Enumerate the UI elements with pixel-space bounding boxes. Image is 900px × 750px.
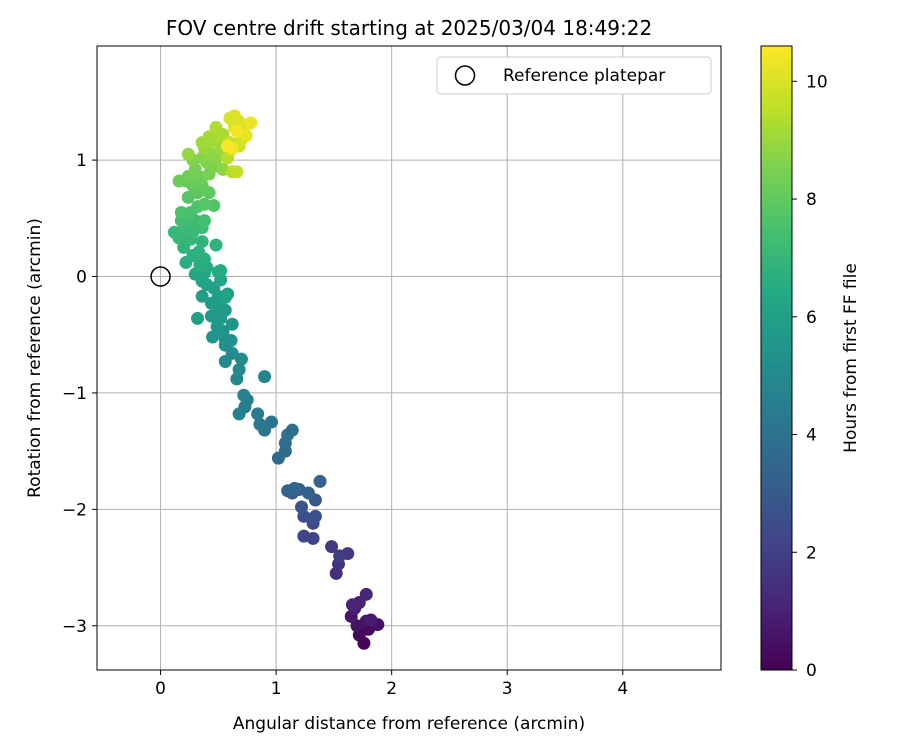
scatter-point — [230, 124, 244, 138]
scatter-point — [253, 417, 267, 431]
x-tick-label: 1 — [271, 679, 282, 699]
scatter-point — [192, 245, 206, 259]
y-axis-label: Rotation from reference (arcmin) — [25, 218, 45, 498]
scatter-point — [181, 147, 195, 161]
y-axis-ticks: −3 −2 −1 0 1 — [62, 151, 97, 637]
scatter-point — [237, 388, 251, 402]
scatter-point — [288, 481, 302, 495]
scatter-point — [313, 474, 327, 488]
y-tick-label: −3 — [62, 617, 87, 637]
scatter-point — [221, 139, 235, 153]
scatter-point — [281, 428, 295, 442]
x-axis-label: Angular distance from reference (arcmin) — [233, 714, 585, 734]
scatter-point — [364, 613, 378, 627]
scatter-point — [297, 529, 311, 543]
scatter-point — [359, 587, 373, 601]
y-tick-label: −2 — [62, 500, 87, 520]
colorbar-tick-label: 10 — [806, 72, 828, 92]
scatter-point — [224, 334, 238, 348]
scatter-point — [195, 289, 209, 303]
scatter-point — [295, 500, 309, 514]
colorbar-label: Hours from first FF file — [841, 263, 861, 453]
scatter-point — [197, 197, 211, 211]
scatter-point — [251, 407, 265, 421]
x-tick-label: 0 — [155, 679, 166, 699]
scatter-point — [225, 317, 239, 331]
scatter-point — [204, 309, 218, 323]
y-tick-label: −1 — [62, 384, 87, 404]
chart-title: FOV centre drift starting at 2025/03/04 … — [166, 16, 652, 40]
x-tick-label: 2 — [386, 679, 397, 699]
legend: Reference platepar — [436, 56, 712, 95]
x-tick-label: 3 — [502, 679, 513, 699]
scatter-point — [234, 352, 248, 366]
scatter-point — [191, 311, 205, 325]
colorbar-tick-label: 0 — [806, 661, 817, 681]
colorbar — [760, 45, 793, 671]
reference-platepar-marker — [150, 266, 171, 287]
scatter-point — [345, 598, 359, 612]
scatter-point — [214, 264, 228, 278]
x-tick-label: 4 — [617, 679, 628, 699]
scatter-point — [206, 330, 220, 344]
scatter-point — [230, 165, 244, 179]
scatter-point — [301, 486, 315, 500]
legend-reference-marker — [454, 65, 476, 86]
plot-area — [97, 46, 721, 670]
scatter-point — [308, 509, 322, 523]
x-axis-ticks: 0 1 2 3 4 — [155, 670, 628, 699]
y-tick-label: 1 — [76, 151, 87, 171]
scatter-point — [195, 235, 209, 249]
y-tick-label: 0 — [76, 268, 87, 288]
scatter-points — [167, 109, 385, 650]
scatter-point — [209, 238, 223, 252]
scatter-point — [258, 370, 272, 384]
grid-lines — [97, 46, 721, 670]
colorbar-tick-label: 8 — [806, 190, 817, 210]
colorbar-tick-label: 4 — [806, 426, 817, 446]
plot-frame — [96, 45, 722, 671]
colorbar-tick-label: 6 — [806, 308, 817, 328]
colorbar-ticks: 0 2 4 6 8 10 — [792, 72, 828, 681]
scatter-point — [333, 549, 347, 563]
scatter-point — [244, 116, 258, 130]
scatter-point — [232, 363, 246, 377]
scatter-point — [174, 205, 188, 219]
scatter-point — [325, 540, 339, 554]
scatter-point — [232, 407, 246, 421]
scatter-point — [197, 214, 211, 228]
reference-marker-group — [150, 266, 171, 287]
legend-entry-reference: Reference platepar — [503, 66, 665, 86]
legend-box — [436, 56, 712, 95]
scatter-point — [209, 120, 223, 134]
colorbar-tick-label: 2 — [806, 543, 817, 563]
scatter-point — [218, 290, 232, 304]
scatter-point — [202, 130, 216, 144]
